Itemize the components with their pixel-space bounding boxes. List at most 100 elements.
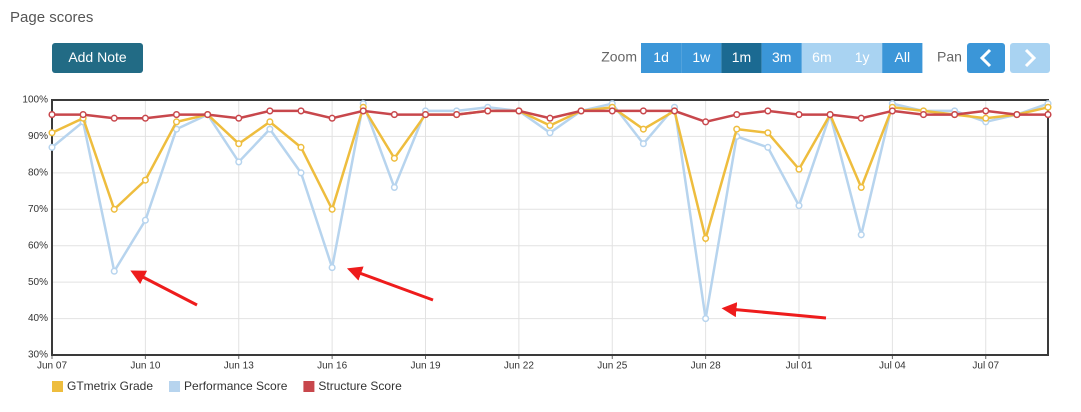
data-point (172, 118, 181, 126)
data-point (297, 169, 305, 177)
data-point (1044, 103, 1052, 111)
x-tick-label: Jun 07 (37, 361, 67, 372)
data-point (919, 111, 928, 119)
y-tick-label: 50% (28, 277, 48, 288)
zoom-button[interactable] (882, 43, 923, 73)
plot: 30% 40% 50% 60% 70% 80% 90% 100% Jun 07 Jun 10 Jun… (22, 95, 1052, 372)
data-point (1044, 111, 1052, 119)
annotation-arrow (721, 302, 827, 320)
data-point (266, 125, 274, 133)
data-point (266, 107, 274, 115)
data-point (79, 111, 87, 119)
data-point (608, 107, 616, 115)
pan-right-button[interactable] (1010, 43, 1050, 73)
data-point (702, 234, 710, 242)
y-tick-label: 80% (28, 167, 48, 178)
data-point (857, 183, 865, 191)
data-point (982, 107, 990, 115)
data-point (172, 111, 181, 119)
zoom-button-label: 1w (692, 49, 711, 65)
pan-label: Pan (937, 49, 962, 65)
data-point (857, 114, 865, 122)
data-point (204, 111, 212, 119)
data-point (764, 143, 772, 151)
legend-label: GTmetrix Grade (67, 379, 153, 393)
legend-swatch[interactable] (303, 381, 315, 392)
data-point (702, 315, 710, 323)
data-point (639, 107, 647, 115)
data-point (390, 183, 398, 191)
data-point (733, 111, 741, 119)
y-tick-label: 60% (28, 240, 48, 251)
zoom-button[interactable] (842, 43, 883, 73)
data-point (235, 158, 243, 166)
y-tick-label: 70% (28, 204, 48, 215)
x-tick-label: Jul 01 (786, 361, 813, 372)
zoom-button[interactable] (761, 43, 802, 73)
x-tick-label: Jun 22 (504, 361, 534, 372)
data-point (297, 143, 305, 151)
zoom-group: 1d 1w 1m 3m 6m 1y All (641, 43, 923, 73)
data-point (639, 125, 647, 133)
data-point (390, 154, 398, 162)
zoom-button-label: All (895, 49, 911, 65)
data-point (670, 107, 679, 115)
data-point (235, 114, 243, 122)
data-point (110, 205, 118, 213)
data-point (453, 111, 461, 119)
data-point (328, 114, 336, 122)
data-point (297, 107, 305, 115)
data-point (266, 118, 274, 126)
data-point (235, 140, 243, 148)
x-tick-label: Jun 19 (410, 361, 440, 372)
data-point (546, 121, 554, 130)
legend-label: Performance Score (184, 379, 288, 393)
data-point (546, 114, 554, 122)
zoom-button-label: 6m (812, 49, 831, 65)
plot-border (51, 99, 1049, 356)
page-title: Page scores (10, 9, 93, 26)
data-point (110, 114, 118, 122)
y-tick-label: 90% (28, 131, 48, 142)
data-point (546, 129, 554, 137)
zoom-label: Zoom (601, 49, 637, 65)
add-note-label: Add Note (68, 49, 127, 65)
data-point (826, 111, 834, 119)
data-point (795, 165, 803, 173)
data-point (888, 107, 896, 115)
data-point (1013, 111, 1021, 119)
data-point (141, 216, 149, 224)
x-tick-label: Jun 25 (597, 361, 627, 372)
x-tick-label: Jul 04 (879, 361, 906, 372)
legend-swatch[interactable] (52, 381, 63, 392)
zoom-button[interactable] (801, 43, 842, 73)
data-point (328, 205, 336, 213)
y-tick-label: 100% (22, 95, 48, 106)
data-point (48, 129, 56, 137)
zoom-button[interactable] (721, 43, 762, 73)
x-tick-label: Jul 07 (972, 361, 999, 372)
zoom-button-label: 1m (732, 49, 751, 65)
data-point (764, 107, 772, 115)
data-point (48, 111, 56, 119)
data-point (733, 125, 741, 133)
data-point (795, 202, 803, 210)
plot-background (52, 100, 1048, 355)
data-point (48, 143, 56, 151)
data-point (795, 111, 803, 119)
data-point (328, 264, 336, 272)
y-tick-label: 30% (28, 350, 48, 361)
data-point (515, 107, 523, 115)
zoom-button[interactable] (681, 43, 722, 73)
data-point (141, 176, 149, 184)
add-note-button[interactable] (52, 43, 143, 73)
data-point (951, 111, 959, 119)
pan-left-button[interactable] (967, 43, 1005, 73)
data-point (390, 111, 398, 119)
zoom-button[interactable] (641, 43, 682, 73)
x-tick-label: Jun 13 (224, 361, 254, 372)
annotation-arrow (346, 266, 434, 302)
legend-swatch[interactable] (169, 381, 181, 392)
data-point (639, 140, 647, 148)
